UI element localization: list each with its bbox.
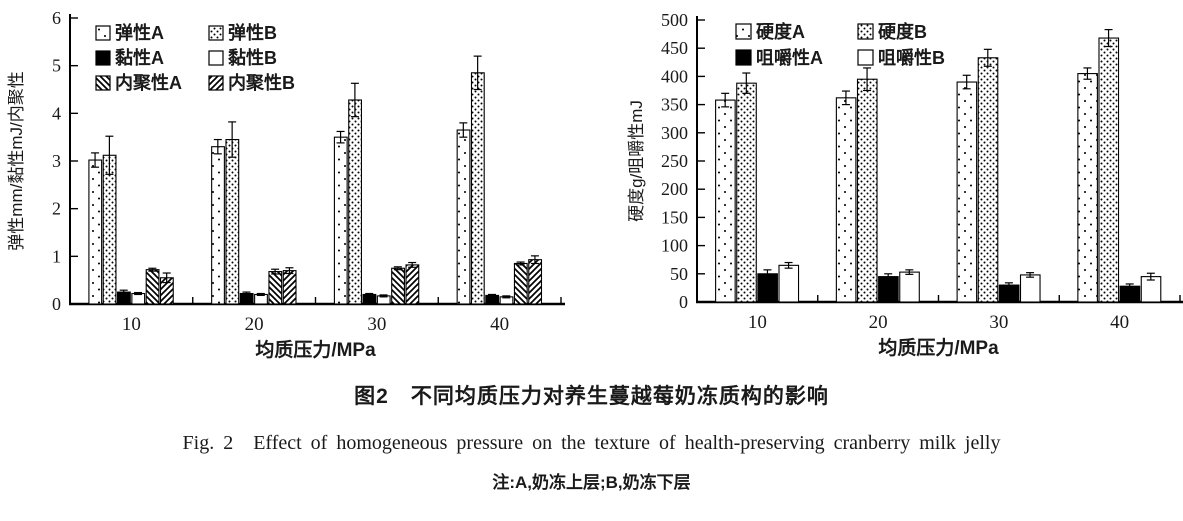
svg-text:40: 40	[490, 314, 509, 335]
hardness-chewiness-bar-chart: 0 50 100 150 200 250 300 350 400 450 500 10 20 30 40 均质…	[627, 10, 1183, 359]
svg-text:咀嚼性B: 咀嚼性B	[878, 47, 945, 68]
svg-text:黏性B: 黏性B	[228, 47, 277, 68]
svg-text:450: 450	[661, 38, 688, 58]
svg-text:200: 200	[661, 179, 688, 199]
svg-text:4: 4	[52, 103, 61, 123]
caption-english: Fig. 2 Effect of homogeneous pressure on…	[182, 432, 1001, 454]
svg-text:0: 0	[52, 294, 61, 314]
figure-captions: 图2 不同均质压力对养生蔓越莓奶冻质构的影响 Fig. 2 Effect of …	[0, 382, 1183, 496]
svg-text:40: 40	[1110, 312, 1129, 333]
svg-text:0: 0	[679, 292, 688, 312]
svg-text:400: 400	[661, 66, 688, 86]
svg-text:300: 300	[661, 123, 688, 143]
charts-row: 0 1 2 3 4 5 6 10 20 30 40 均质压力/MPa 弹性mm/黏性mJ/内聚性 弹性A 弹…	[7, 8, 1183, 361]
svg-text:弹性mm/黏性mJ/内聚性: 弹性mm/黏性mJ/内聚性	[7, 71, 26, 250]
svg-text:均质压力/MPa: 均质压力/MPa	[255, 338, 376, 361]
svg-text:咀嚼性A: 咀嚼性A	[756, 47, 823, 68]
svg-text:350: 350	[661, 95, 688, 115]
svg-text:150: 150	[661, 207, 688, 227]
svg-text:均质压力/MPa: 均质压力/MPa	[878, 336, 999, 359]
svg-text:5: 5	[52, 56, 61, 76]
svg-text:30: 30	[989, 312, 1008, 333]
caption-note: 注:A,奶冻上层;B,奶冻下层	[492, 473, 691, 492]
svg-text:内聚性B: 内聚性B	[228, 72, 295, 93]
svg-text:10: 10	[748, 312, 767, 333]
svg-text:20: 20	[869, 312, 888, 333]
texture-elasticity-bar-chart: 0 1 2 3 4 5 6 10 20 30 40 均质压力/MPa 弹性mm/黏性mJ/内聚性 弹性A 弹…	[7, 8, 565, 361]
svg-text:黏性A: 黏性A	[115, 47, 164, 68]
svg-text:20: 20	[245, 314, 264, 335]
svg-text:250: 250	[661, 151, 688, 171]
svg-text:50: 50	[670, 264, 688, 284]
svg-text:6: 6	[52, 8, 61, 28]
svg-text:100: 100	[661, 236, 688, 256]
svg-text:10: 10	[122, 314, 141, 335]
svg-text:2: 2	[52, 199, 61, 219]
svg-text:硬度A: 硬度A	[756, 21, 805, 42]
svg-text:3: 3	[52, 151, 61, 171]
svg-text:内聚性A: 内聚性A	[115, 72, 182, 93]
svg-text:30: 30	[367, 314, 386, 335]
svg-text:硬度B: 硬度B	[878, 21, 927, 42]
svg-text:1: 1	[52, 246, 61, 266]
svg-text:弹性B: 弹性B	[228, 22, 277, 43]
svg-text:500: 500	[661, 10, 688, 30]
svg-text:硬度g/咀嚼性mJ: 硬度g/咀嚼性mJ	[627, 100, 646, 222]
caption-chinese: 图2 不同均质压力对养生蔓越莓奶冻质构的影响	[354, 385, 829, 408]
svg-text:弹性A: 弹性A	[115, 22, 164, 43]
